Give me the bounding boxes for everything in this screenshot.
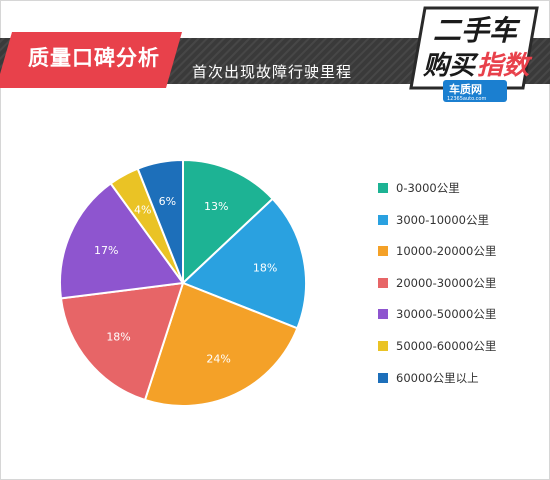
legend-label: 30000-50000公里 bbox=[396, 307, 497, 322]
legend-swatch bbox=[378, 309, 388, 320]
header-subtitle: 首次出现故障行驶里程 bbox=[192, 63, 353, 81]
logo-line2a: 购买 bbox=[422, 51, 479, 81]
legend-item: 10000-20000公里 bbox=[378, 243, 548, 259]
logo-url: 12365auto.com bbox=[447, 96, 486, 102]
slice-percent-label: 6% bbox=[159, 195, 176, 208]
slice-percent-label: 24% bbox=[206, 353, 230, 366]
logo-line2b: 指数 bbox=[477, 51, 533, 81]
pie-slice bbox=[182, 158, 275, 286]
slice-percent-label: 13% bbox=[204, 200, 228, 213]
legend-swatch bbox=[378, 214, 388, 225]
legend-item: 0-3000公里 bbox=[378, 180, 548, 196]
header-bar bbox=[0, 32, 550, 88]
legend-item: 60000公里以上 bbox=[378, 370, 548, 386]
legend-label: 10000-20000公里 bbox=[396, 244, 497, 259]
slice-percent-label: 4% bbox=[134, 204, 151, 217]
legend-swatch bbox=[378, 277, 388, 288]
legend-label: 60000公里以上 bbox=[396, 370, 479, 385]
logo-line1: 二手车 bbox=[433, 14, 521, 47]
legend-label: 50000-60000公里 bbox=[396, 338, 497, 353]
header-red-badge bbox=[0, 32, 182, 88]
pie-slice bbox=[59, 281, 185, 402]
logo-brand: 车质网 bbox=[449, 82, 482, 96]
chart-legend: 0-3000公里 3000-10000公里 10000-20000公里 20000-3… bbox=[378, 180, 548, 401]
pie-slice bbox=[181, 197, 307, 330]
pie-slice bbox=[59, 182, 185, 300]
pie-slice bbox=[136, 158, 184, 284]
legend-item: 20000-30000公里 bbox=[378, 275, 548, 291]
slice-percent-label: 18% bbox=[106, 330, 130, 343]
legend-label: 0-3000公里 bbox=[396, 181, 460, 195]
legend-item: 3000-10000公里 bbox=[378, 212, 548, 228]
legend-swatch bbox=[378, 183, 388, 193]
slice-percent-label: 17% bbox=[94, 244, 118, 257]
header-badge-title: 质量口碑分析 bbox=[28, 46, 160, 70]
logo-plate bbox=[409, 6, 539, 90]
legend-swatch bbox=[378, 340, 388, 351]
logo-brand-box bbox=[443, 80, 507, 102]
pie-slice bbox=[143, 281, 299, 407]
legend-swatch bbox=[378, 246, 388, 257]
legend-item: 50000-60000公里 bbox=[378, 338, 548, 354]
legend-swatch bbox=[378, 372, 388, 383]
slice-percent-label: 18% bbox=[253, 261, 277, 274]
legend-item: 30000-50000公里 bbox=[378, 306, 548, 322]
legend-label: 3000-10000公里 bbox=[396, 212, 489, 227]
legend-label: 20000-30000公里 bbox=[396, 275, 497, 290]
logo: 二手车 购买 指数 车质网 12365auto.com bbox=[409, 6, 539, 102]
